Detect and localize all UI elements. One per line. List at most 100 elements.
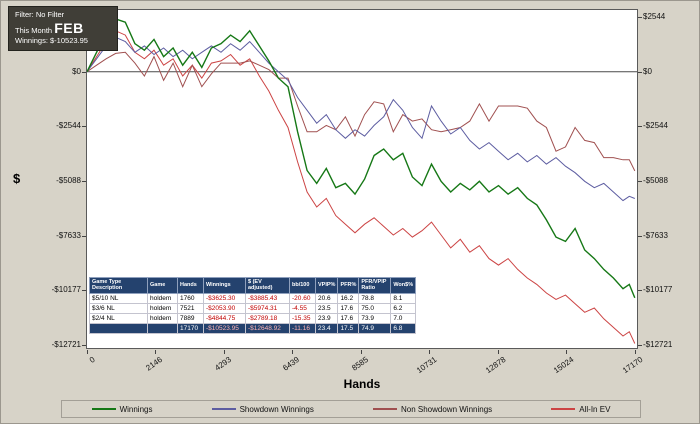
y-tick [82,71,86,73]
legend-item-showdown-winnings[interactable]: Showdown Winnings [211,404,314,414]
x-axis-label: 4293 [213,355,234,373]
x-tick [361,350,362,354]
stats-cell: 78.8 [358,292,392,304]
stats-cell: 6.8 [390,322,417,334]
y-tick [82,290,86,292]
series-all-in-ev [87,30,636,344]
y-tick [638,290,642,292]
stats-table: Game Type Description Game Hands Winnings $ … [89,277,417,334]
y-axis-label: -$2544 [643,121,668,131]
stats-header-cell: Winnings [203,277,246,294]
x-tick [155,350,156,354]
stats-header-cell: Game [147,277,178,294]
legend-label: Showdown Winnings [239,404,314,414]
tooltip-period-value: FEB [54,20,84,36]
stats-cell: $3/6 NL [89,302,148,314]
legend: Winnings Showdown Winnings Non Showdown … [61,400,641,418]
stats-cell: -$3885.43 [245,292,290,304]
x-axis-label: 17170 [620,355,645,376]
x-tick [566,350,567,354]
stats-total-row: 17170 -$10523.95 -$12648.92 -11.16 23.4 17.5 7… [89,322,417,334]
tooltip-period-line: This Month FEB [15,20,111,36]
stats-header-cell: Game Type Description [89,277,148,294]
stats-cell: holdem [147,292,178,304]
legend-item-all-in-ev[interactable]: All-In EV [551,405,610,414]
x-tick [224,350,225,354]
stats-cell: 74.9 [358,322,392,334]
stats-cell: 17.6 [337,312,360,324]
x-tick [292,350,293,354]
stats-cell [147,322,178,334]
y-tick [638,235,642,237]
stats-header-cell: Won$% [390,277,417,294]
y-axis-label: -$5088 [56,175,81,185]
y-tick [638,17,642,18]
x-axis-label: 6439 [281,355,302,373]
legend-label: Winnings [119,404,153,414]
line-swatch-icon [372,408,397,410]
stats-cell: 20.6 [314,292,339,304]
stats-cell: 17.5 [337,322,360,334]
stats-cell: -$10523.95 [203,322,246,334]
y-tick [82,345,86,346]
y-tick [638,71,642,73]
y-axis-label: -$12721 [643,340,673,349]
table-row: $2/4 NL holdem 7889 -$4844.75 -$2789.18 -15.3… [89,312,417,324]
x-axis-label: 10731 [414,355,439,376]
filter-tooltip: Filter: No Filter This Month FEB Winning… [8,6,118,51]
stats-cell: -11.16 [289,322,316,334]
x-tick [429,350,430,354]
line-swatch-icon [211,408,236,410]
x-axis-label: 0 [87,355,97,365]
stats-header-cell: bb/100 [289,277,316,294]
stats-cell: 16.2 [337,292,360,304]
stats-cell: $2/4 NL [89,312,148,324]
x-axis-label: 15024 [551,355,576,376]
x-axis-label: 2146 [144,355,165,373]
legend-item-non-showdown-winnings[interactable]: Non Showdown Winnings [372,404,493,414]
stats-cell: 7.0 [390,312,417,324]
x-axis-label: 12878 [483,355,508,376]
stats-cell: 1760 [177,292,204,304]
stats-cell: 23.4 [314,322,339,334]
stats-cell: -$12648.92 [245,322,290,334]
stats-cell: 7889 [177,312,204,324]
y-tick [638,345,642,346]
x-tick [498,350,499,354]
stats-cell: -20.60 [289,292,316,304]
stats-cell: 7521 [177,302,204,314]
stats-cell: 8.1 [390,292,417,304]
line-swatch-icon [91,408,116,410]
legend-label: Non Showdown Winnings [400,404,493,414]
y-tick [82,126,86,128]
line-swatch-icon [551,408,576,410]
y-axis-label: -$2544 [56,121,81,131]
stats-header-cell: PFR% [337,277,360,294]
y-tick [82,235,86,237]
y-axis-label: -$7633 [643,230,668,240]
series-showdown-winnings [87,36,635,202]
y-axis-label: $0 [643,66,652,76]
legend-label: All-In EV [579,404,611,414]
stats-cell: 23.9 [314,312,339,324]
series-non-showdown-winnings [87,51,636,172]
stats-header-cell: PFR/VPIP Ratio [358,277,392,294]
stats-cell [89,322,148,334]
y-tick [82,180,86,182]
stats-cell: -$5974.31 [245,302,290,314]
y-axis-label: -$7633 [56,230,81,240]
legend-item-winnings[interactable]: Winnings [91,404,153,414]
stats-cell: -$2789.18 [245,312,290,324]
table-row: $5/10 NL holdem 1760 -$3625.30 -$3885.43 -20.… [89,292,417,304]
stats-cell: 23.5 [314,302,339,314]
stats-header-cell: Hands [177,277,204,294]
stats-header-cell: $ (EV adjusted) [245,277,290,294]
tooltip-winnings-line: Winnings: $-10523.95 [15,36,88,45]
y-tick [638,180,642,182]
stats-cell: 17170 [177,322,204,334]
stats-cell: holdem [147,312,178,324]
stats-cell: -$3625.30 [203,292,246,304]
tooltip-period-label: This Month [15,26,53,35]
stats-cell: 17.6 [337,302,360,314]
